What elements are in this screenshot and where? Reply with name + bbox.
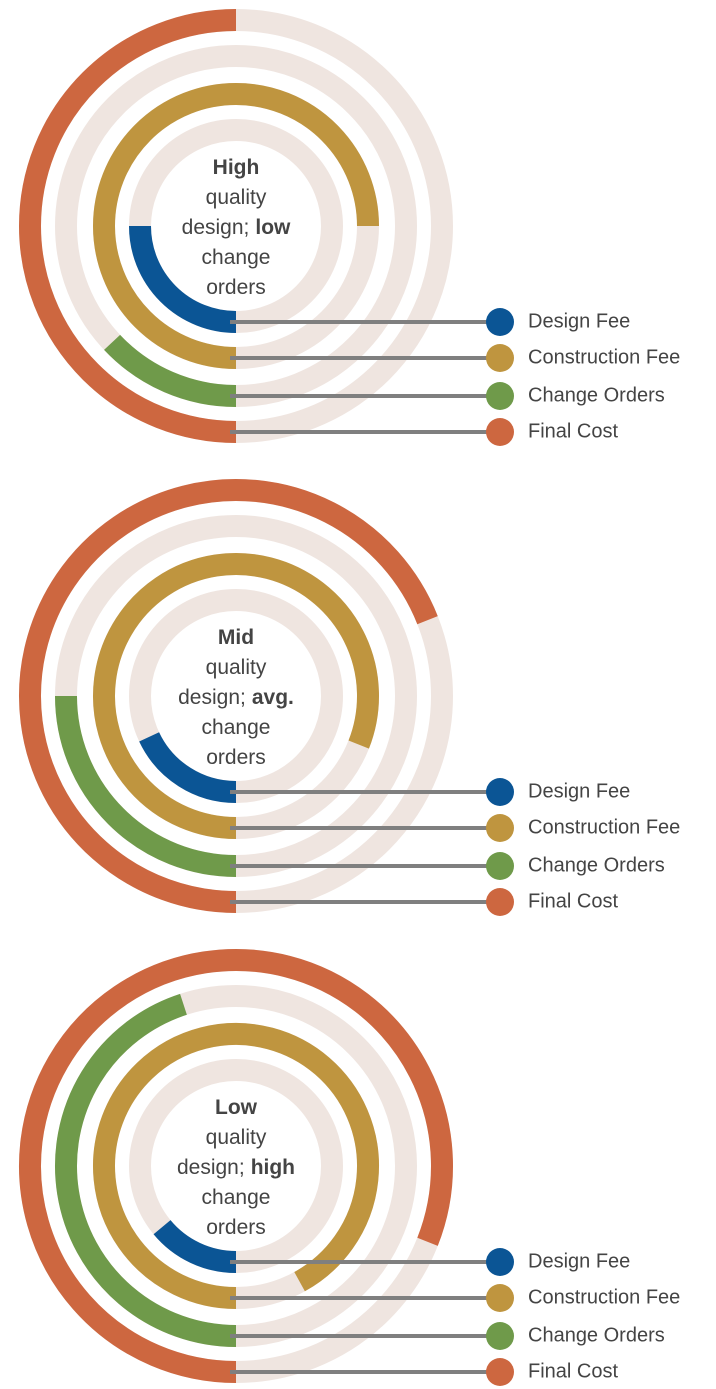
center-label: change (202, 1186, 271, 1209)
legend-label: Design Fee (528, 780, 630, 802)
ring-bar (55, 993, 237, 1347)
center-label-part: design; (177, 1156, 245, 1179)
legend-dot (486, 1358, 514, 1386)
ring-bar (93, 553, 379, 839)
legend-dot (486, 344, 514, 372)
legend-dot (486, 1322, 514, 1350)
radial-chart: Low quality design; high change orders Design … (19, 949, 680, 1386)
center-label: quality (206, 1126, 267, 1149)
legend-dot (486, 1284, 514, 1312)
legend-label: Final Cost (528, 420, 618, 442)
radial-chart: High quality design; low change orders Design … (19, 9, 680, 446)
center-label: change (202, 246, 271, 269)
center-label-part: low (255, 216, 291, 239)
center-label-part: design; (178, 686, 246, 709)
legend-dot (486, 418, 514, 446)
ring-bar (93, 1023, 379, 1309)
center-label-part: High (213, 156, 260, 179)
legend-label: Final Cost (528, 890, 618, 912)
legend-dot (486, 814, 514, 842)
center-label: High (213, 156, 260, 179)
center-label: quality (206, 656, 267, 679)
center-label: design; low (182, 216, 291, 239)
center-label-part: design; (182, 216, 250, 239)
center-label: design; avg. (178, 686, 294, 709)
legend-label: Construction Fee (528, 816, 680, 838)
center-label-part: change (202, 1186, 271, 1209)
legend-dot (486, 382, 514, 410)
legend-label: Construction Fee (528, 1286, 680, 1308)
center-label-part: quality (206, 186, 267, 209)
center-label-part: change (202, 246, 271, 269)
center-label: orders (206, 1216, 266, 1239)
ring-bar (139, 731, 237, 803)
ring-bar (129, 225, 237, 333)
center-label-part: orders (206, 276, 266, 299)
ring-bar (19, 949, 453, 1383)
legend-label: Design Fee (528, 310, 630, 332)
ring-bar (19, 9, 237, 443)
legend-label: Change Orders (528, 384, 665, 406)
center-label: quality (206, 186, 267, 209)
legend-label: Change Orders (528, 1324, 665, 1346)
legend-dot (486, 888, 514, 916)
center-label: orders (206, 276, 266, 299)
center-label: Low (215, 1096, 258, 1119)
ring-bar (93, 83, 379, 369)
ring-bar (153, 1219, 237, 1273)
center-label: design; high (177, 1156, 295, 1179)
center-label: change (202, 716, 271, 739)
center-label-part: avg. (252, 686, 294, 709)
center-label-part: Mid (218, 626, 254, 649)
legend-dot (486, 1248, 514, 1276)
radial-chart: Mid quality design; avg. change orders Design … (19, 479, 680, 916)
center-label: orders (206, 746, 266, 769)
center-label: Mid (218, 626, 254, 649)
ring-bar (104, 334, 237, 407)
center-label-part: quality (206, 656, 267, 679)
center-label-part: change (202, 716, 271, 739)
legend-dot (486, 308, 514, 336)
center-label-part: orders (206, 1216, 266, 1239)
ring-bar (55, 695, 237, 877)
legend-label: Final Cost (528, 1360, 618, 1382)
legend-label: Construction Fee (528, 346, 680, 368)
legend-label: Change Orders (528, 854, 665, 876)
legend-label: Design Fee (528, 1250, 630, 1272)
center-label-part: orders (206, 746, 266, 769)
center-label-part: high (251, 1156, 295, 1179)
legend-dot (486, 778, 514, 806)
center-label-part: Low (215, 1096, 258, 1119)
ring-bar (19, 479, 438, 913)
legend-dot (486, 852, 514, 880)
center-label-part: quality (206, 1126, 267, 1149)
